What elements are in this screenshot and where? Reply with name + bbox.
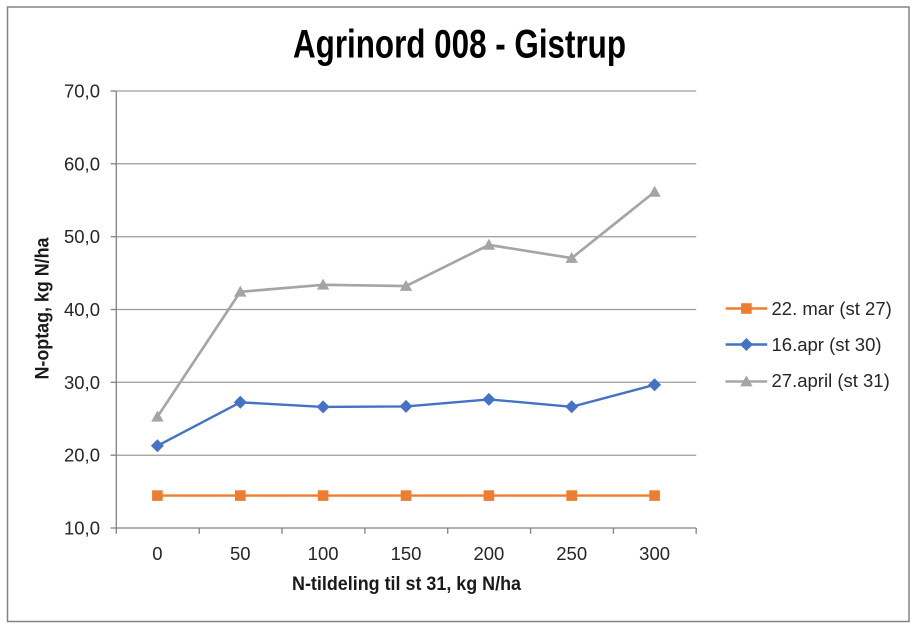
svg-text:200: 200 <box>473 543 504 564</box>
svg-text:150: 150 <box>391 543 422 564</box>
svg-text:50,0: 50,0 <box>64 226 100 247</box>
svg-text:N-tildeling til st 31, kg N/ha: N-tildeling til st 31, kg N/ha <box>292 574 521 595</box>
svg-text:0: 0 <box>152 543 162 564</box>
svg-text:40,0: 40,0 <box>64 299 100 320</box>
svg-text:300: 300 <box>639 543 670 564</box>
svg-text:10,0: 10,0 <box>64 518 100 539</box>
svg-text:Agrinord 008 - Gistrup: Agrinord 008 - Gistrup <box>293 23 626 67</box>
svg-text:27.april (st 31): 27.april (st 31) <box>772 370 890 391</box>
svg-text:N-optag, kg N/ha: N-optag, kg N/ha <box>33 237 54 379</box>
svg-text:22. mar (st 27): 22. mar (st 27) <box>772 298 892 319</box>
svg-text:20,0: 20,0 <box>64 445 100 466</box>
svg-text:30,0: 30,0 <box>64 372 100 393</box>
svg-text:100: 100 <box>308 543 339 564</box>
svg-text:16.apr (st 30): 16.apr (st 30) <box>772 334 882 355</box>
svg-text:50: 50 <box>230 543 251 564</box>
svg-text:70,0: 70,0 <box>64 81 100 102</box>
svg-text:60,0: 60,0 <box>64 153 100 174</box>
svg-text:250: 250 <box>556 543 587 564</box>
